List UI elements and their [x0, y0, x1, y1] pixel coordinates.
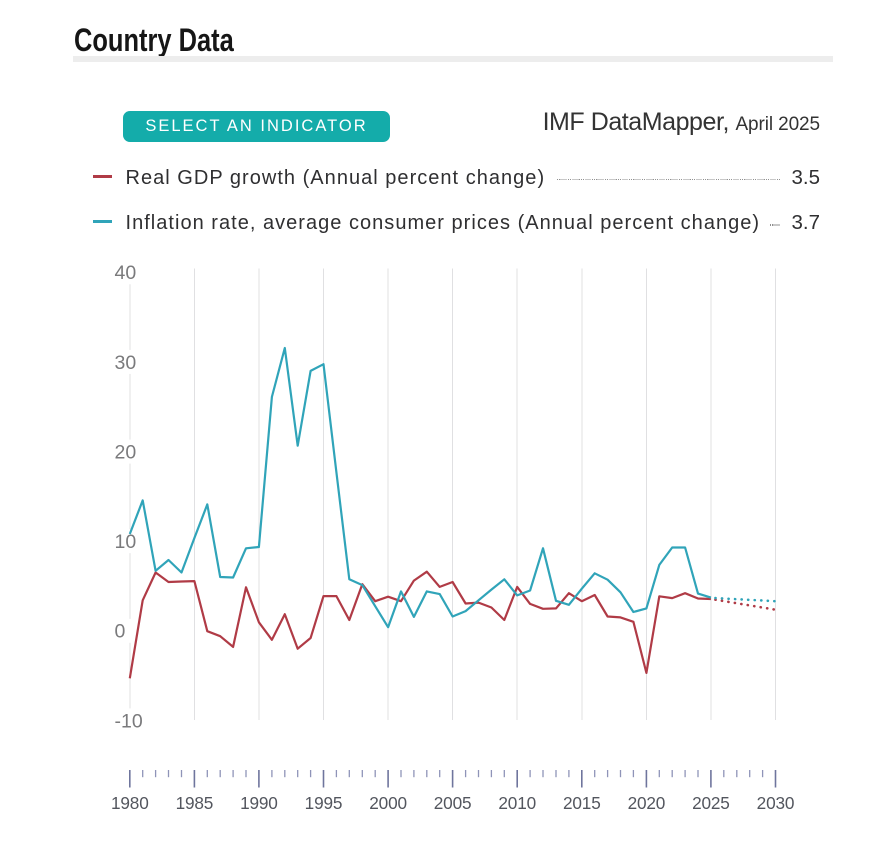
svg-text:10: 10 — [115, 531, 137, 553]
svg-text:1985: 1985 — [176, 793, 214, 813]
svg-text:2015: 2015 — [563, 793, 601, 813]
svg-text:2010: 2010 — [498, 793, 536, 813]
svg-text:30: 30 — [115, 352, 137, 374]
svg-text:0: 0 — [115, 621, 126, 643]
svg-text:2005: 2005 — [434, 793, 472, 813]
svg-text:1980: 1980 — [111, 793, 149, 813]
svg-text:-10: -10 — [115, 710, 143, 732]
svg-text:2025: 2025 — [692, 793, 730, 813]
svg-text:2030: 2030 — [757, 793, 795, 813]
svg-text:20: 20 — [115, 442, 137, 464]
svg-text:1990: 1990 — [240, 793, 278, 813]
svg-text:40: 40 — [115, 262, 137, 284]
svg-text:1995: 1995 — [305, 793, 343, 813]
svg-text:2000: 2000 — [369, 793, 407, 813]
svg-text:2020: 2020 — [628, 793, 666, 813]
